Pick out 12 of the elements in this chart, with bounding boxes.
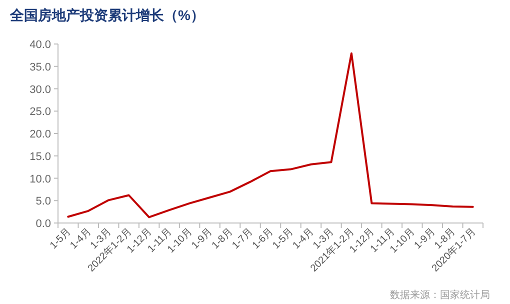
source-note: 数据来源：国家统计局 [390,289,490,301]
y-tick-label: 0.0 [36,218,51,230]
chart-title: 全国房地产投资累计增长（%） [9,7,204,23]
y-tick-label: 40.0 [30,39,51,51]
line-series [67,52,474,218]
y-tick-label: 30.0 [30,84,51,96]
y-tick-label: 5.0 [36,196,51,208]
y-tick-label: 10.0 [30,173,51,186]
y-tick-label: 25.0 [30,106,51,118]
y-tick-label: 20.0 [30,128,51,140]
y-tick-label: 15.0 [30,150,51,163]
y-tick-label: 35.0 [30,61,51,74]
